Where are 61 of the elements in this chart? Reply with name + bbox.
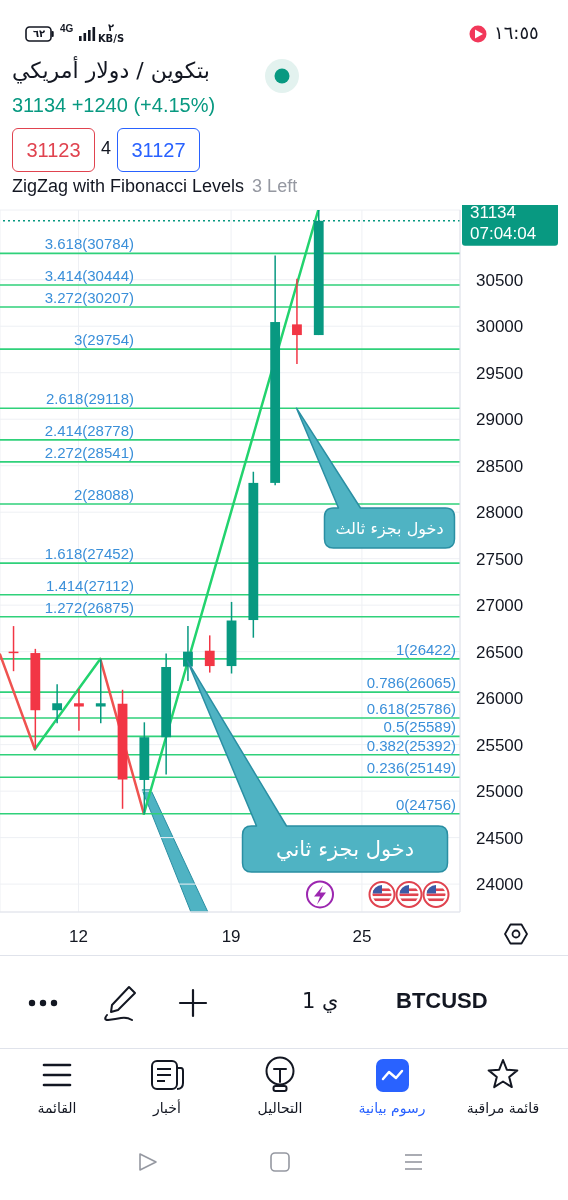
y-tick-label: 26000 bbox=[476, 689, 524, 709]
y-tick-label: 25000 bbox=[476, 782, 524, 802]
text: التحاليل bbox=[256, 1100, 304, 1116]
text: 31123 bbox=[12, 128, 95, 172]
text: 4 bbox=[101, 138, 112, 159]
ref-line-label: 2.272(28541) bbox=[44, 443, 134, 461]
chart-title: بتكوين / دولار أمريكي bbox=[12, 58, 210, 83]
text: ٢ KB/S bbox=[97, 22, 125, 44]
ref-line-label: 0.236(25149) bbox=[366, 759, 456, 777]
x-tick-label: 12 bbox=[69, 927, 88, 947]
ref-line-label: 3.272(30207) bbox=[44, 288, 134, 306]
ref-line-label: 0.5(25589) bbox=[383, 718, 456, 736]
text: 1 ي bbox=[302, 989, 339, 1013]
text: BTCUSD bbox=[396, 988, 488, 1014]
y-tick-label: 27000 bbox=[476, 596, 524, 616]
ref-line-label: 2.414(28778) bbox=[44, 421, 134, 439]
candlestick bbox=[292, 278, 302, 365]
chart-subtitle: 31134 +1240 (+4.15%) bbox=[12, 94, 216, 117]
ref-line-label: 3.414(30444) bbox=[44, 266, 134, 284]
ref-line-label: 1(26422) bbox=[395, 640, 456, 658]
ref-line-label: 3(29754) bbox=[73, 331, 134, 349]
candlestick bbox=[204, 634, 215, 674]
ref-line-label: 2(28088) bbox=[73, 486, 134, 503]
y-tick-label: 27500 bbox=[476, 549, 524, 569]
ref-line-label: 1.618(27452) bbox=[44, 545, 134, 563]
annotation: دخول بجزء ثاني bbox=[275, 837, 415, 862]
text: القائمة bbox=[36, 1100, 78, 1116]
candlestick bbox=[183, 625, 193, 682]
text: رسوم بيانية bbox=[357, 1100, 427, 1116]
x-tick-label: 19 bbox=[221, 927, 241, 947]
y-tick-label: 24000 bbox=[476, 875, 524, 895]
ref-line-label: 0.786(26065) bbox=[366, 674, 456, 692]
ref-line-label: 0.382(25392) bbox=[366, 736, 456, 754]
text: 31127 bbox=[117, 128, 200, 172]
y-tick-label: 24500 bbox=[476, 828, 524, 848]
y-tick-label: 26500 bbox=[476, 642, 524, 662]
y-tick-label: 25500 bbox=[476, 735, 524, 755]
ref-line-label: 1.414(27112) bbox=[45, 576, 134, 594]
ref-line-label: 3.618(30784) bbox=[44, 235, 134, 253]
y-tick-label: 30500 bbox=[476, 270, 524, 290]
ref-line-label: 2.618(29118) bbox=[45, 390, 134, 408]
x-tick-label: 25 bbox=[352, 927, 372, 947]
candlestick bbox=[52, 683, 63, 724]
ref-line-label: 1.272(26875) bbox=[44, 598, 134, 616]
text: 3 Left bbox=[252, 176, 298, 197]
ref-line-label: 0.618(25786) bbox=[366, 700, 456, 718]
y-tick-label: 28500 bbox=[476, 456, 524, 476]
y-tick-label: 29000 bbox=[476, 410, 524, 430]
text: قائمة مراقبة bbox=[465, 1100, 541, 1116]
y-tick-label: 30000 bbox=[476, 317, 524, 337]
text: 4G bbox=[60, 23, 74, 34]
annotation: دخول بجزء ثالث bbox=[335, 518, 444, 539]
text: ١٦:٥٥ bbox=[494, 22, 539, 43]
ref-line-label: 31134 07:04:04 bbox=[470, 202, 537, 243]
candlestick bbox=[95, 658, 106, 724]
text: ZigZag with Fibonacci Levels bbox=[12, 176, 245, 197]
candlestick bbox=[74, 688, 84, 732]
ref-line-label: 0(24756) bbox=[395, 795, 456, 813]
y-tick-label: 28000 bbox=[476, 503, 524, 523]
text: أخبار bbox=[151, 1100, 182, 1116]
y-tick-label: 29500 bbox=[476, 363, 524, 383]
